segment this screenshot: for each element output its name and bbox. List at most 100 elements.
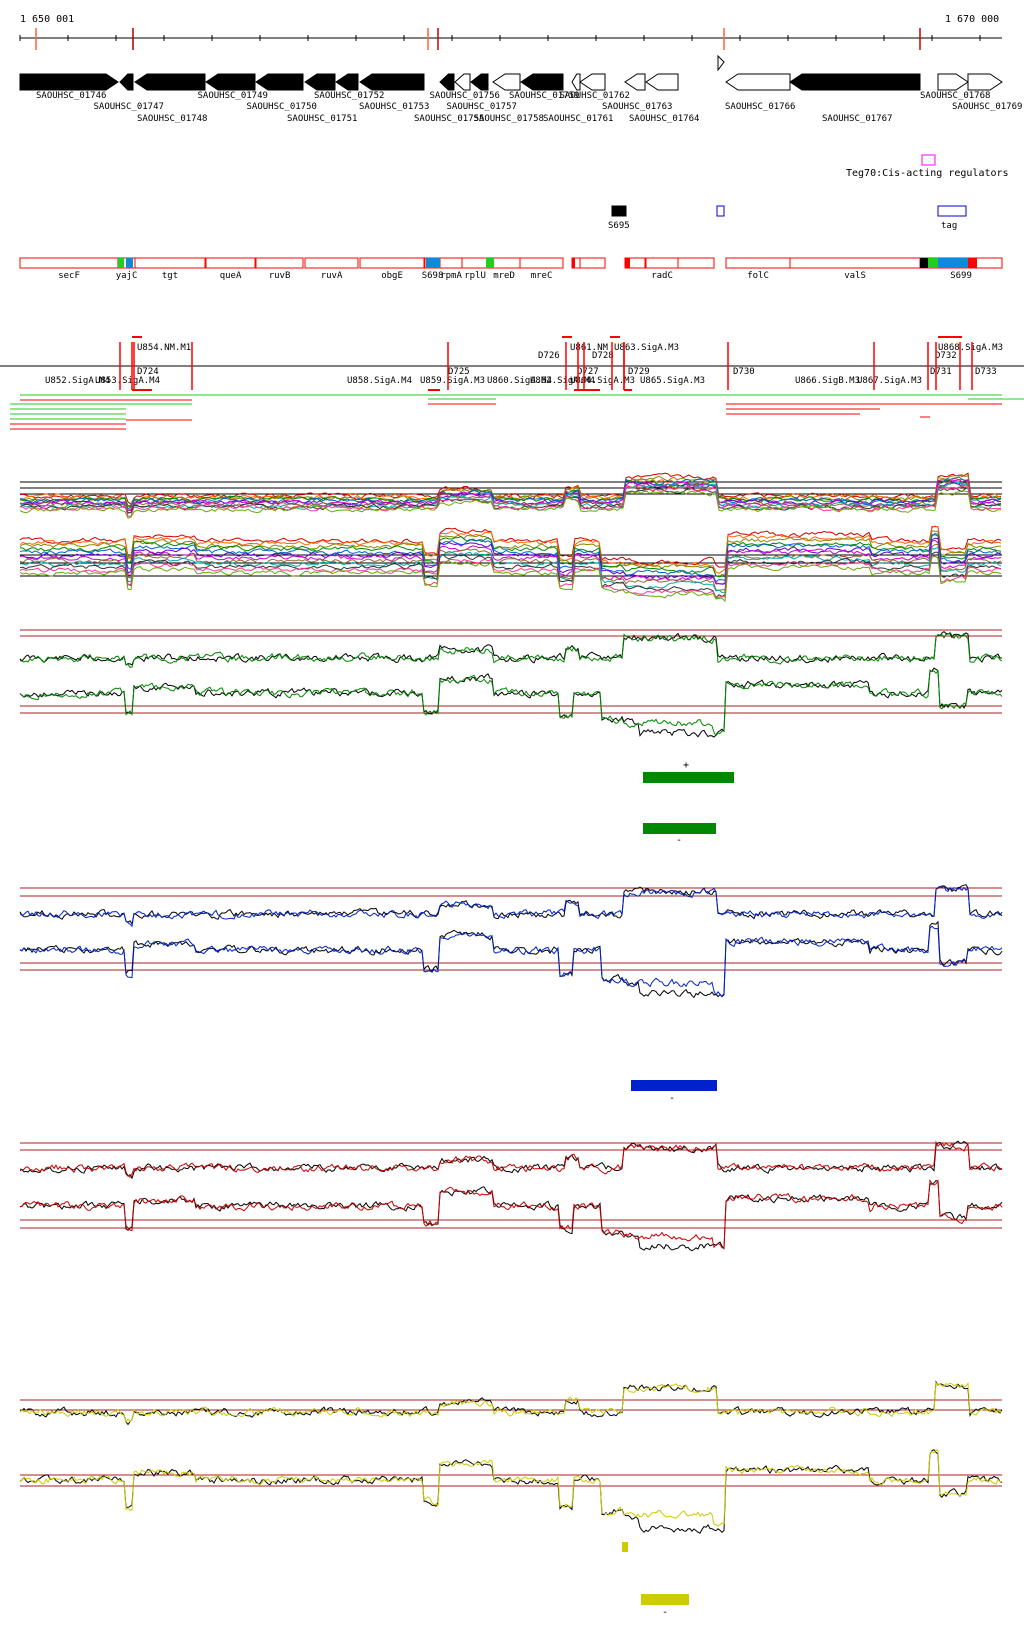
expression-line-lower bbox=[19, 554, 1002, 599]
transcript-label-bottom: U865.SigA.M3 bbox=[640, 376, 705, 386]
region-box[interactable] bbox=[789, 257, 921, 269]
region-label: rplU bbox=[464, 271, 486, 281]
blue-black-curve bbox=[19, 884, 1003, 926]
gene-arrow[interactable] bbox=[967, 73, 1003, 91]
region-label: S699 bbox=[950, 271, 972, 281]
transcript-label-top: U861.NM bbox=[570, 343, 609, 353]
green-black-curve bbox=[19, 667, 1003, 738]
feature-box[interactable] bbox=[937, 205, 967, 217]
region-box[interactable] bbox=[677, 257, 715, 269]
region-box[interactable] bbox=[19, 257, 119, 269]
red-signal-track bbox=[19, 1140, 1003, 1252]
gene-arrow[interactable] bbox=[439, 73, 455, 91]
gene-arrow[interactable] bbox=[454, 73, 471, 91]
region-box[interactable] bbox=[519, 257, 564, 269]
gene-arrow[interactable] bbox=[624, 73, 646, 91]
region-box[interactable] bbox=[304, 257, 359, 269]
region-label: valS bbox=[844, 271, 866, 281]
gene-label: SAOUHSC_01757 bbox=[447, 102, 517, 112]
gene-arrow[interactable] bbox=[579, 73, 606, 91]
blue-minus-label: - bbox=[669, 1093, 675, 1104]
yellow-minus-bar[interactable] bbox=[641, 1594, 689, 1605]
cis-regulator-track: Teg70:Cis-acting regulators bbox=[846, 154, 1009, 179]
region-label: yajC bbox=[116, 271, 138, 281]
region-box[interactable] bbox=[205, 257, 256, 269]
gene-label: SAOUHSC_01748 bbox=[137, 114, 207, 124]
transcript-label-bottom: D730 bbox=[733, 367, 755, 377]
region-accent bbox=[968, 258, 977, 268]
gene-arrow[interactable] bbox=[359, 73, 425, 91]
feature-box[interactable] bbox=[716, 205, 725, 217]
transcript-label-bottom: U859.SigA.M3 bbox=[420, 376, 485, 386]
yellow-black-curve bbox=[19, 1380, 1003, 1426]
region-box[interactable] bbox=[579, 257, 606, 269]
feature-box[interactable] bbox=[611, 205, 627, 217]
gene-arrow[interactable] bbox=[937, 73, 969, 91]
transcript-label-top: D732 bbox=[935, 351, 957, 361]
gene-arrow[interactable] bbox=[789, 73, 921, 91]
expression-line-lower bbox=[19, 526, 1002, 568]
region-accent bbox=[426, 258, 440, 268]
transcript-label-top: U868.SigA.M3 bbox=[938, 343, 1003, 353]
gene-label: SAOUHSC_01753 bbox=[359, 102, 429, 112]
expression-line-upper bbox=[19, 484, 1002, 517]
region-box[interactable] bbox=[725, 257, 791, 269]
region-accent bbox=[126, 258, 133, 268]
red-colored-curve bbox=[19, 1140, 1003, 1179]
region-box[interactable] bbox=[645, 257, 679, 269]
gene-arrow[interactable] bbox=[725, 73, 791, 91]
region-accent bbox=[938, 258, 968, 268]
region-box[interactable] bbox=[134, 257, 206, 269]
transcript-label-top: D728 bbox=[592, 351, 614, 361]
transcript-label-top: U854.NM.M1 bbox=[137, 343, 191, 353]
gene-arrow[interactable] bbox=[119, 73, 134, 91]
region-box[interactable] bbox=[359, 257, 425, 269]
green-signal-track: + - bbox=[19, 629, 1003, 846]
region-label: secF bbox=[58, 271, 80, 281]
transcript-label-bottom: D724 bbox=[137, 367, 159, 377]
gene-arrow[interactable] bbox=[492, 73, 521, 91]
transcript-label-bottom: D727 bbox=[577, 367, 599, 377]
gene-arrow[interactable] bbox=[304, 73, 336, 91]
transcript-label-bottom: U866.SigB.M3 bbox=[795, 376, 860, 386]
transcript-label-bottom: U864.SigA.M3 bbox=[570, 376, 635, 386]
gene-arrow[interactable] bbox=[520, 73, 564, 91]
gene-arrow[interactable] bbox=[255, 73, 304, 91]
cis-regulator-box[interactable] bbox=[921, 154, 936, 166]
yellow-minus-bar-small[interactable] bbox=[622, 1542, 628, 1552]
gene-arrow[interactable] bbox=[571, 73, 581, 91]
region-box[interactable] bbox=[461, 257, 489, 269]
gene-label: SAOUHSC_01747 bbox=[94, 102, 164, 112]
expression-line-lower bbox=[19, 539, 1002, 585]
yellow-colored-curve bbox=[19, 1381, 1003, 1424]
expression-line-lower bbox=[19, 532, 1002, 578]
gene-arrow[interactable] bbox=[19, 73, 119, 91]
gene-label: SAOUHSC_01759 bbox=[509, 91, 579, 101]
region-accent bbox=[920, 258, 928, 268]
coord-end: 1 670 000 bbox=[945, 14, 999, 25]
green-plus-bar[interactable] bbox=[643, 772, 734, 783]
region-accent bbox=[572, 258, 575, 268]
blue-minus-bar[interactable] bbox=[631, 1080, 717, 1091]
gene-label: SAOUHSC_01761 bbox=[543, 114, 613, 124]
transcript-label-bottom: U867.SigA.M3 bbox=[857, 376, 922, 386]
region-label: tgt bbox=[162, 271, 178, 281]
gene-label: SAOUHSC_01751 bbox=[287, 114, 357, 124]
gene-arrow[interactable] bbox=[134, 73, 206, 91]
gene-label: SAOUHSC_01752 bbox=[314, 91, 384, 101]
blue-black-curve bbox=[19, 920, 1003, 999]
gene-label: SAOUHSC_01764 bbox=[629, 114, 699, 124]
gene-arrow[interactable] bbox=[335, 73, 359, 91]
green-minus-bar[interactable] bbox=[643, 823, 716, 834]
transcript-label-bottom: U862.SigA.M4 bbox=[530, 376, 595, 386]
gene-label: SAOUHSC_01762 bbox=[560, 91, 630, 101]
gene-label: SAOUHSC_01766 bbox=[725, 102, 795, 112]
gene-arrow[interactable] bbox=[470, 73, 489, 91]
region-box[interactable] bbox=[439, 257, 463, 269]
gene-label: SAOUHSC_01768 bbox=[920, 91, 990, 101]
region-box[interactable] bbox=[255, 257, 304, 269]
region-accent bbox=[928, 258, 938, 268]
gene-arrow[interactable] bbox=[205, 73, 256, 91]
region-label: folC bbox=[747, 271, 769, 281]
gene-arrow[interactable] bbox=[645, 73, 679, 91]
